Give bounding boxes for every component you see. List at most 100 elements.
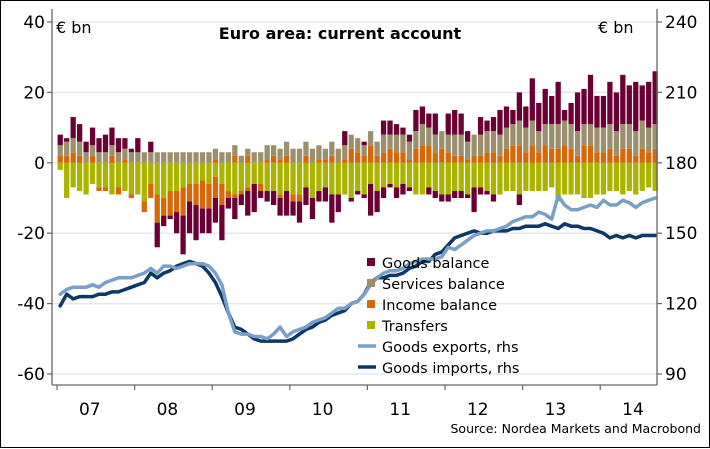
bar-goods-balance-negative [238, 194, 244, 206]
bar-transfers [232, 162, 238, 195]
bar-goods-balance [83, 141, 89, 153]
bar-goods-balance [102, 134, 109, 153]
bar-services-balance [283, 141, 290, 156]
bar-goods-balance-negative [316, 190, 322, 202]
legend-swatch [367, 300, 375, 308]
bar-goods-balance-negative [180, 215, 186, 255]
bar-services-balance [309, 148, 316, 163]
bar-transfers [258, 162, 264, 184]
bar-goods-balance [413, 110, 419, 132]
bar-transfers [264, 162, 270, 191]
bar-goods-balance [620, 74, 626, 125]
bar-income-balance-negative [245, 187, 251, 191]
bar-income-balance [529, 145, 535, 163]
bar-goods-balance-negative [193, 205, 199, 241]
bar-goods-balance [510, 110, 516, 125]
bar-income-balance [232, 155, 238, 163]
bar-services-balance [148, 152, 154, 163]
legend: Goods balance Services balance Income bala… [358, 256, 519, 377]
bar-transfers [652, 162, 658, 191]
bar-transfers [355, 162, 361, 191]
bar-services-balance [633, 131, 639, 156]
bar-transfers [186, 162, 193, 184]
bar-transfers [167, 162, 173, 191]
bar-services-balance [626, 124, 632, 149]
bar-goods-balance [562, 110, 568, 121]
bar-transfers [510, 162, 516, 191]
bar-transfers [426, 162, 432, 188]
bar-income-balance [342, 159, 348, 163]
bar-goods-balance [122, 138, 128, 149]
bar-services-balance [271, 145, 277, 156]
bar-goods-balance-negative [251, 183, 257, 213]
bar-goods-balance [523, 106, 529, 128]
bar-services-balance [258, 152, 264, 163]
bar-transfers [393, 162, 400, 188]
bar-income-balance [471, 155, 477, 163]
bar-transfers [639, 162, 645, 191]
bar-income-balance [562, 145, 568, 163]
bar-goods-balance-negative [484, 190, 490, 195]
bar-goods-balance-negative [335, 194, 341, 213]
bar-transfers [419, 162, 425, 195]
bar-goods-balance [587, 74, 594, 125]
bar-transfers [70, 162, 76, 188]
bar-services-balance [348, 134, 354, 149]
bar-services-balance [135, 152, 141, 163]
bar-income-balance-negative [206, 183, 212, 209]
bar-services-balance [96, 152, 102, 163]
right-tick-label: 210 [665, 83, 697, 103]
bar-income-balance [406, 159, 413, 163]
bar-goods-balance-negative [329, 194, 335, 223]
bar-transfers [102, 162, 109, 188]
bar-transfers [406, 162, 413, 188]
bar-services-balance [122, 148, 128, 160]
bar-goods-balance-negative [271, 190, 277, 206]
bar-income-balance [277, 159, 283, 163]
bar-transfers [484, 162, 490, 191]
bar-transfers [587, 162, 594, 198]
left-tick-label: -40 [17, 295, 45, 315]
bar-income-balance-negative [148, 183, 154, 198]
bar-transfers [193, 162, 199, 184]
bar-services-balance [613, 131, 619, 156]
bar-goods-balance [70, 117, 76, 139]
bar-income-balance-negative [141, 201, 147, 213]
bar-services-balance [380, 134, 387, 153]
bar-services-balance [77, 141, 83, 156]
x-tick-label: 13 [545, 400, 567, 420]
bar-transfers [445, 162, 451, 195]
bar-income-balance [549, 148, 555, 163]
bar-services-balance [355, 138, 361, 153]
bar-services-balance [439, 131, 445, 149]
x-tick-label: 09 [234, 400, 256, 420]
bar-transfers [206, 162, 212, 184]
bar-income-balance [574, 155, 581, 163]
bar-goods-balance-negative [439, 194, 445, 202]
bar-goods-balance-negative [283, 190, 290, 216]
bar-income-balance [355, 152, 361, 163]
bar-income-balance [555, 148, 561, 163]
bar-services-balance [581, 124, 587, 146]
bar-goods-balance-negative [322, 187, 328, 202]
bar-income-balance [503, 148, 510, 163]
bar-income-balance [620, 148, 626, 163]
bar-transfers [574, 162, 581, 195]
bar-services-balance [536, 131, 542, 153]
legend-label: Goods balance [382, 256, 490, 272]
bar-transfers [613, 162, 619, 191]
bar-income-balance-negative [102, 187, 109, 191]
bar-income-balance [329, 155, 335, 163]
bar-income-balance [510, 145, 516, 163]
bar-transfers [523, 162, 529, 191]
bar-income-balance [484, 152, 490, 163]
legend-swatch [367, 279, 375, 287]
bar-goods-balance-negative [380, 187, 387, 198]
bar-income-balance [316, 159, 322, 163]
bar-transfers [342, 162, 348, 195]
bar-goods-balance [89, 127, 96, 146]
bar-services-balance [503, 127, 510, 149]
bar-income-balance [465, 159, 471, 163]
bar-transfers [536, 162, 542, 191]
